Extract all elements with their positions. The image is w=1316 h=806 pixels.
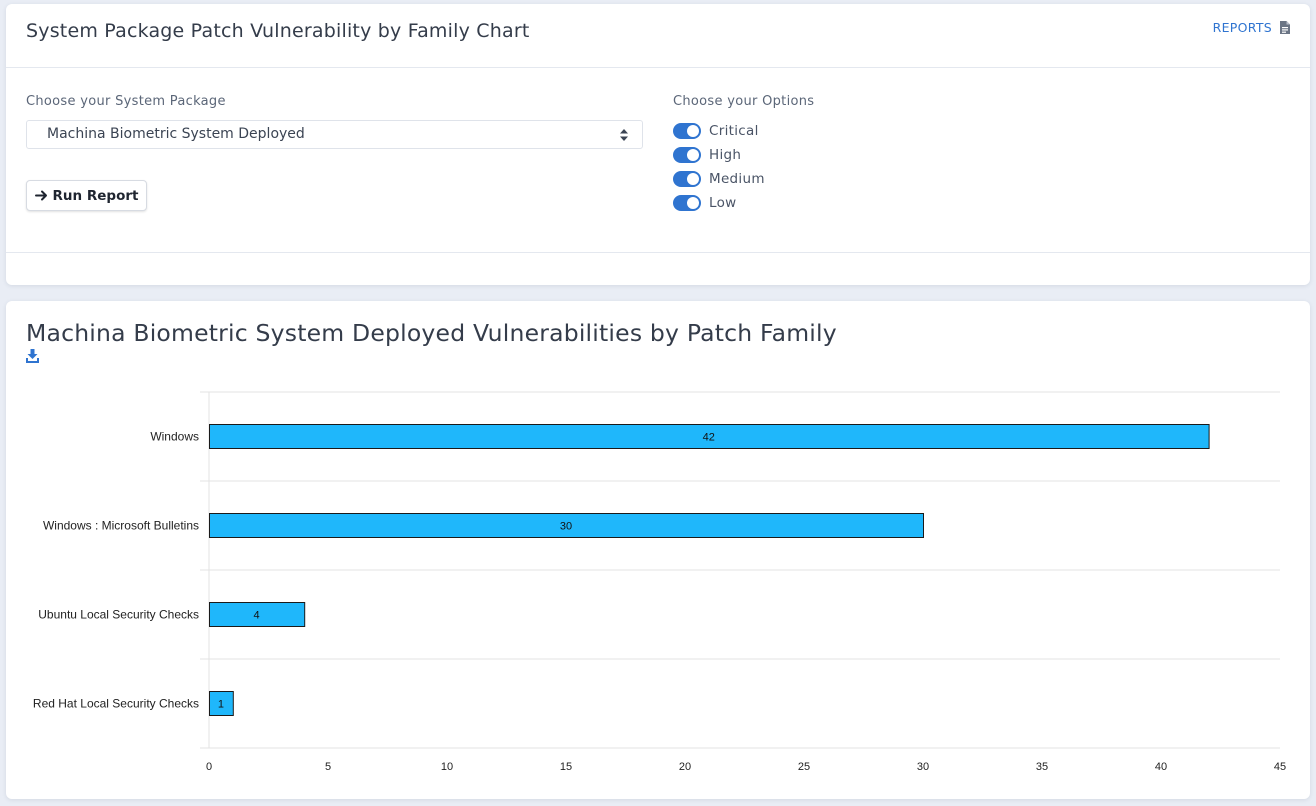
options-label: Choose your Options <box>673 94 815 109</box>
chart-title: Machina Biometric System Deployed Vulner… <box>26 319 837 347</box>
x-tick-label: 0 <box>206 761 212 773</box>
critical-toggle[interactable] <box>673 123 701 139</box>
option-label: Medium <box>709 171 765 187</box>
reports-link-label: REPORTS <box>1212 20 1272 35</box>
document-icon <box>1280 21 1290 34</box>
sort-arrows-icon <box>620 129 628 141</box>
divider <box>6 252 1310 253</box>
x-tick-label: 30 <box>917 761 929 773</box>
chart-card: 42 Windows 30 Windows : Microsoft Bulletins… <box>6 301 1310 799</box>
data-label: 4 <box>254 610 260 622</box>
x-tick-label: 25 <box>798 761 810 773</box>
reports-link[interactable]: REPORTS <box>1213 20 1290 35</box>
download-icon[interactable] <box>26 349 39 363</box>
bar-3 <box>209 602 306 627</box>
card-header: System Package Patch Vulnerability by Fa… <box>6 4 1310 68</box>
bar-chart: 42 Windows 30 Windows : Microsoft Bulletins… <box>33 391 1286 773</box>
x-tick-label: 20 <box>679 761 691 773</box>
category-label: Red Hat Local Security Checks <box>33 697 199 711</box>
medium-toggle[interactable] <box>673 171 701 187</box>
high-toggle[interactable] <box>673 147 701 163</box>
option-medium: Medium <box>673 171 765 187</box>
category-label: Ubuntu Local Security Checks <box>38 608 199 622</box>
bar-2 <box>209 513 924 538</box>
package-label: Choose your System Package <box>26 94 226 109</box>
category-label: Windows : Microsoft Bulletins <box>43 519 199 533</box>
bar-1 <box>209 424 1210 449</box>
option-label: Low <box>709 195 737 211</box>
x-tick-label: 10 <box>441 761 453 773</box>
run-report-button[interactable]: Run Report <box>26 180 147 211</box>
run-report-label: Run Report <box>52 187 139 204</box>
package-select[interactable]: Machina Biometric System Deployed <box>26 120 643 149</box>
package-select-value: Machina Biometric System Deployed <box>47 126 305 142</box>
x-tick-label: 15 <box>560 761 572 773</box>
low-toggle[interactable] <box>673 195 701 211</box>
x-tick-label: 5 <box>325 761 331 773</box>
category-label: Windows <box>150 430 199 444</box>
bar-4 <box>209 691 234 716</box>
option-label: Critical <box>709 123 759 139</box>
report-options-card: System Package Patch Vulnerability by Fa… <box>6 4 1310 285</box>
x-tick-label: 45 <box>1274 761 1286 773</box>
data-label: 42 <box>703 432 715 444</box>
option-critical: Critical <box>673 123 759 139</box>
x-tick-label: 40 <box>1155 761 1167 773</box>
page-title: System Package Patch Vulnerability by Fa… <box>26 20 530 42</box>
option-low: Low <box>673 195 737 211</box>
data-label: 30 <box>560 521 572 533</box>
data-label: 1 <box>218 699 224 711</box>
x-tick-label: 35 <box>1036 761 1048 773</box>
arrow-right-icon <box>34 190 47 201</box>
option-label: High <box>709 147 742 163</box>
option-high: High <box>673 147 741 163</box>
